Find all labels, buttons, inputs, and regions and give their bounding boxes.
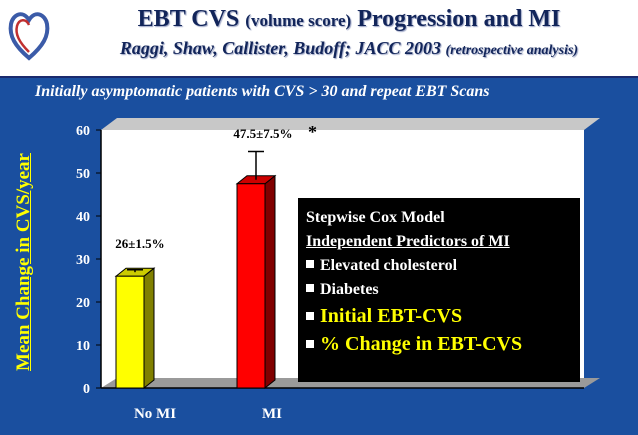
- bar-side: [264, 174, 276, 390]
- title-paren: (volume score): [245, 11, 352, 30]
- predictor-label: Diabetes: [320, 281, 379, 298]
- x-tick-label: No MI: [134, 406, 176, 422]
- cox-model-title: Stepwise Cox Model: [306, 209, 445, 226]
- title-banner: EBT CVS (volume score) Progression and M…: [0, 0, 638, 78]
- predictor-item: Elevated cholesterol: [306, 254, 580, 278]
- cox-model-subtitle: Independent Predictors of MI: [306, 233, 510, 250]
- authors-line: Raggi, Shaw, Callister, Budoff; JACC 200…: [60, 38, 638, 59]
- data-label: 47.5±7.5%: [233, 126, 292, 141]
- authors-names: Raggi, Shaw, Callister, Budoff; JACC 200…: [119, 38, 441, 58]
- bullet-square-icon: [306, 312, 314, 320]
- y-tick-label: 50: [76, 167, 90, 182]
- predictor-highlight-label: Initial EBT-CVS: [320, 305, 463, 327]
- bullet-square-icon: [306, 284, 314, 292]
- x-tick-label: MI: [262, 406, 282, 422]
- predictor-highlight-label: % Change in EBT-CVS: [320, 333, 523, 355]
- title-end: Progression and MI: [357, 6, 561, 32]
- predictor-label: Elevated cholesterol: [320, 257, 458, 274]
- y-tick-label: 0: [83, 382, 90, 397]
- y-tick-label: 30: [76, 253, 90, 268]
- y-tick-group: 0 10 20 30 40 50 60: [76, 124, 101, 397]
- bar: [236, 183, 266, 389]
- predictor-highlight-item: % Change in EBT-CVS: [306, 330, 580, 358]
- bullet-square-icon: [306, 340, 314, 348]
- predictor-item: Diabetes: [306, 278, 580, 302]
- bullet-square-icon: [306, 260, 314, 268]
- plot-backdrop-top: [101, 118, 600, 130]
- title-main: EBT CVS: [137, 6, 240, 32]
- y-tick-label: 10: [76, 339, 90, 354]
- note-line-2: 45 documented MI (2.2%/yr): [339, 159, 526, 175]
- bar-group: [114, 150, 277, 390]
- bar: [115, 275, 145, 389]
- note-line-1: n = 833, 2.1±1.4 yr f/u,: [339, 138, 482, 154]
- cox-model-box: Stepwise Cox Model Independent Predictor…: [298, 198, 580, 382]
- heart-logo-icon: [8, 12, 50, 61]
- y-tick-label: 40: [76, 210, 90, 225]
- sample-note: n = 833, 2.1±1.4 yr f/u, 45 documented M…: [339, 136, 526, 178]
- bar-side: [143, 267, 155, 390]
- data-label: 26±1.5%: [115, 236, 164, 251]
- subtitle: Initially asymptomatic patients with CVS…: [35, 83, 490, 100]
- y-tick-label: 20: [76, 296, 90, 311]
- authors-note: (retrospective analysis): [445, 43, 579, 58]
- y-tick-label: 60: [76, 124, 90, 139]
- significance-marker: *: [308, 122, 317, 142]
- predictor-highlight-item: Initial EBT-CVS: [306, 302, 580, 330]
- page-title: EBT CVS (volume score) Progression and M…: [60, 6, 638, 33]
- label-group: 26±1.5% No MI 47.5±7.5% MI *: [115, 122, 317, 422]
